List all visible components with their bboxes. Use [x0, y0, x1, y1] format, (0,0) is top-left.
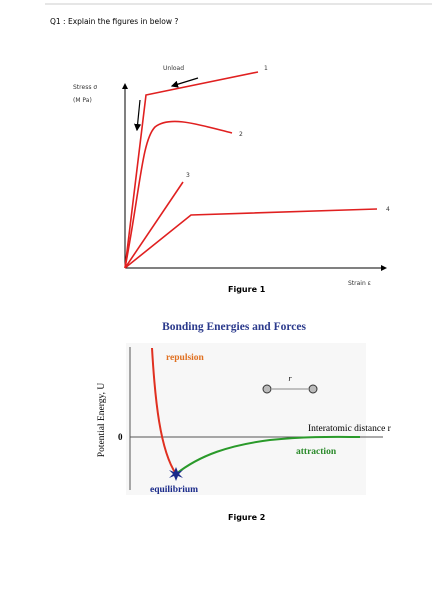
curve-label: 3 [186, 172, 190, 179]
repulsion-label: repulsion [166, 353, 205, 363]
atom [308, 384, 318, 394]
curve-1 [124, 71, 259, 269]
figure-title: Bonding Energies and Forces [162, 321, 306, 333]
unload-arrow [170, 77, 199, 88]
panel [126, 343, 366, 495]
atom [262, 384, 272, 394]
unload-label: Unload [163, 65, 184, 72]
equilibrium-star [169, 467, 183, 481]
stress-unit: (M Pa) [73, 97, 92, 104]
attraction-curve [175, 435, 361, 475]
figure-1: Unload Stress σ (M Pa) 1 2 3 4 Strain ε … [73, 65, 390, 294]
r-label: r [288, 374, 292, 383]
curve-label: 4 [386, 206, 390, 213]
caption: Figure 1 [228, 285, 266, 294]
zero-label: 0 [118, 432, 123, 442]
caption: Figure 2 [228, 513, 265, 522]
equilibrium-label: equilibrium [150, 485, 198, 495]
stress-label: Stress σ [73, 84, 97, 91]
curve-2 [124, 120, 233, 269]
curve-3 [124, 181, 184, 269]
curve-label: 2 [239, 131, 243, 138]
attraction-label: attraction [296, 447, 337, 457]
distance-label: Interatomic distance r [308, 424, 392, 434]
curve-label: 1 [264, 65, 268, 72]
figure-2: Bonding Energies and Forces r repulsion … [97, 321, 392, 522]
down-arrow [134, 99, 142, 132]
repulsion-curve [151, 347, 177, 475]
y-label: Potential Energy, U [97, 383, 107, 458]
question: Q1 : Explain the figures in below ? [50, 17, 178, 26]
curve-4 [124, 208, 378, 269]
strain-label: Strain ε [348, 280, 371, 287]
